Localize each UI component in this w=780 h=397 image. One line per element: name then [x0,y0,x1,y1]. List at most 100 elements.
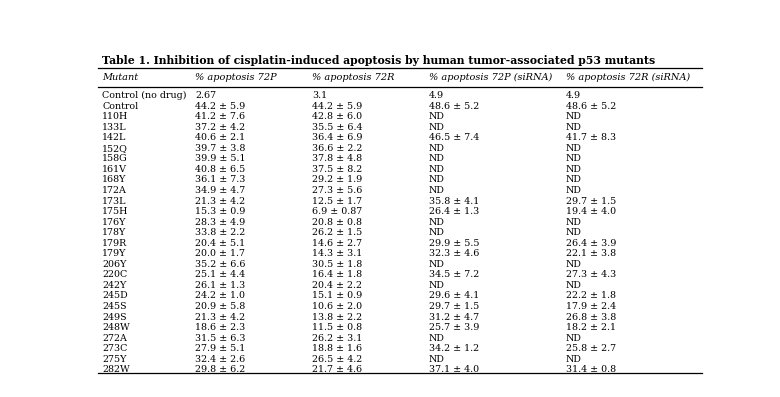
Text: 39.7 ± 3.8: 39.7 ± 3.8 [196,144,246,153]
Text: 22.1 ± 3.8: 22.1 ± 3.8 [566,249,616,258]
Text: 3.1: 3.1 [312,91,328,100]
Text: % apoptosis 72P: % apoptosis 72P [196,73,277,82]
Text: 32.3 ± 4.6: 32.3 ± 4.6 [429,249,479,258]
Text: 31.2 ± 4.7: 31.2 ± 4.7 [429,312,479,322]
Text: 14.3 ± 3.1: 14.3 ± 3.1 [312,249,363,258]
Text: ND: ND [566,355,582,364]
Text: 20.4 ± 2.2: 20.4 ± 2.2 [312,281,362,290]
Text: 29.9 ± 5.5: 29.9 ± 5.5 [429,239,479,248]
Text: 179R: 179R [102,239,128,248]
Text: 35.8 ± 4.1: 35.8 ± 4.1 [429,197,479,206]
Text: 42.8 ± 6.0: 42.8 ± 6.0 [312,112,362,121]
Text: 36.1 ± 7.3: 36.1 ± 7.3 [196,175,246,185]
Text: 26.4 ± 1.3: 26.4 ± 1.3 [429,207,479,216]
Text: 34.9 ± 4.7: 34.9 ± 4.7 [196,186,246,195]
Text: 21.7 ± 4.6: 21.7 ± 4.6 [312,365,362,374]
Text: 46.5 ± 7.4: 46.5 ± 7.4 [429,133,479,142]
Text: 172A: 172A [102,186,127,195]
Text: 44.2 ± 5.9: 44.2 ± 5.9 [312,102,363,111]
Text: 37.2 ± 4.2: 37.2 ± 4.2 [196,123,246,132]
Text: ND: ND [566,218,582,227]
Text: ND: ND [566,175,582,185]
Text: 178Y: 178Y [102,228,126,237]
Text: 28.3 ± 4.9: 28.3 ± 4.9 [196,218,246,227]
Text: 2.67: 2.67 [196,91,217,100]
Text: ND: ND [429,281,445,290]
Text: 40.6 ± 2.1: 40.6 ± 2.1 [196,133,246,142]
Text: ND: ND [429,154,445,163]
Text: 26.1 ± 1.3: 26.1 ± 1.3 [196,281,246,290]
Text: 142L: 142L [102,133,126,142]
Text: 37.8 ± 4.8: 37.8 ± 4.8 [312,154,362,163]
Text: 245D: 245D [102,291,128,301]
Text: % apoptosis 72R: % apoptosis 72R [312,73,395,82]
Text: 37.5 ± 8.2: 37.5 ± 8.2 [312,165,363,174]
Text: ND: ND [429,165,445,174]
Text: 13.8 ± 2.2: 13.8 ± 2.2 [312,312,362,322]
Text: ND: ND [429,112,445,121]
Text: 20.4 ± 5.1: 20.4 ± 5.1 [196,239,246,248]
Text: 179Y: 179Y [102,249,126,258]
Text: 6.9 ± 0.87: 6.9 ± 0.87 [312,207,363,216]
Text: Table 1. Inhibition of cisplatin-induced apoptosis by human tumor-associated p53: Table 1. Inhibition of cisplatin-induced… [102,55,655,66]
Text: 44.2 ± 5.9: 44.2 ± 5.9 [196,102,246,111]
Text: ND: ND [566,281,582,290]
Text: 206Y: 206Y [102,260,126,269]
Text: 22.2 ± 1.8: 22.2 ± 1.8 [566,291,616,301]
Text: 25.1 ± 4.4: 25.1 ± 4.4 [196,270,246,279]
Text: 15.1 ± 0.9: 15.1 ± 0.9 [312,291,363,301]
Text: 4.9: 4.9 [429,91,444,100]
Text: 33.8 ± 2.2: 33.8 ± 2.2 [196,228,246,237]
Text: ND: ND [566,144,582,153]
Text: 36.6 ± 2.2: 36.6 ± 2.2 [312,144,363,153]
Text: 4.9: 4.9 [566,91,581,100]
Text: 48.6 ± 5.2: 48.6 ± 5.2 [566,102,616,111]
Text: 34.2 ± 1.2: 34.2 ± 1.2 [429,344,479,353]
Text: 15.3 ± 0.9: 15.3 ± 0.9 [196,207,246,216]
Text: 158G: 158G [102,154,128,163]
Text: 34.5 ± 7.2: 34.5 ± 7.2 [429,270,479,279]
Text: Mutant: Mutant [102,73,139,82]
Text: 24.2 ± 1.0: 24.2 ± 1.0 [196,291,246,301]
Text: 20.0 ± 1.7: 20.0 ± 1.7 [196,249,246,258]
Text: 110H: 110H [102,112,129,121]
Text: 25.8 ± 2.7: 25.8 ± 2.7 [566,344,616,353]
Text: ND: ND [566,112,582,121]
Text: 27.3 ± 5.6: 27.3 ± 5.6 [312,186,363,195]
Text: ND: ND [429,123,445,132]
Text: 14.6 ± 2.7: 14.6 ± 2.7 [312,239,362,248]
Text: 35.2 ± 6.6: 35.2 ± 6.6 [196,260,246,269]
Text: 173L: 173L [102,197,127,206]
Text: 21.3 ± 4.2: 21.3 ± 4.2 [196,197,246,206]
Text: % apoptosis 72R (siRNA): % apoptosis 72R (siRNA) [566,73,690,82]
Text: 242Y: 242Y [102,281,126,290]
Text: 12.5 ± 1.7: 12.5 ± 1.7 [312,197,362,206]
Text: 18.2 ± 2.1: 18.2 ± 2.1 [566,323,616,332]
Text: ND: ND [429,175,445,185]
Text: 32.4 ± 2.6: 32.4 ± 2.6 [196,355,246,364]
Text: 26.8 ± 3.8: 26.8 ± 3.8 [566,312,616,322]
Text: 29.7 ± 1.5: 29.7 ± 1.5 [429,302,479,311]
Text: ND: ND [429,218,445,227]
Text: 220C: 220C [102,270,128,279]
Text: ND: ND [429,144,445,153]
Text: 26.5 ± 4.2: 26.5 ± 4.2 [312,355,363,364]
Text: 18.6 ± 2.3: 18.6 ± 2.3 [196,323,246,332]
Text: Control: Control [102,102,139,111]
Text: 29.2 ± 1.9: 29.2 ± 1.9 [312,175,363,185]
Text: 26.2 ± 3.1: 26.2 ± 3.1 [312,333,363,343]
Text: 48.6 ± 5.2: 48.6 ± 5.2 [429,102,479,111]
Text: ND: ND [429,260,445,269]
Text: 133L: 133L [102,123,127,132]
Text: ND: ND [566,260,582,269]
Text: 176Y: 176Y [102,218,126,227]
Text: ND: ND [566,123,582,132]
Text: 21.3 ± 4.2: 21.3 ± 4.2 [196,312,246,322]
Text: 26.2 ± 1.5: 26.2 ± 1.5 [312,228,363,237]
Text: ND: ND [429,186,445,195]
Text: 245S: 245S [102,302,127,311]
Text: 249S: 249S [102,312,127,322]
Text: 26.4 ± 3.9: 26.4 ± 3.9 [566,239,616,248]
Text: ND: ND [566,333,582,343]
Text: 273C: 273C [102,344,128,353]
